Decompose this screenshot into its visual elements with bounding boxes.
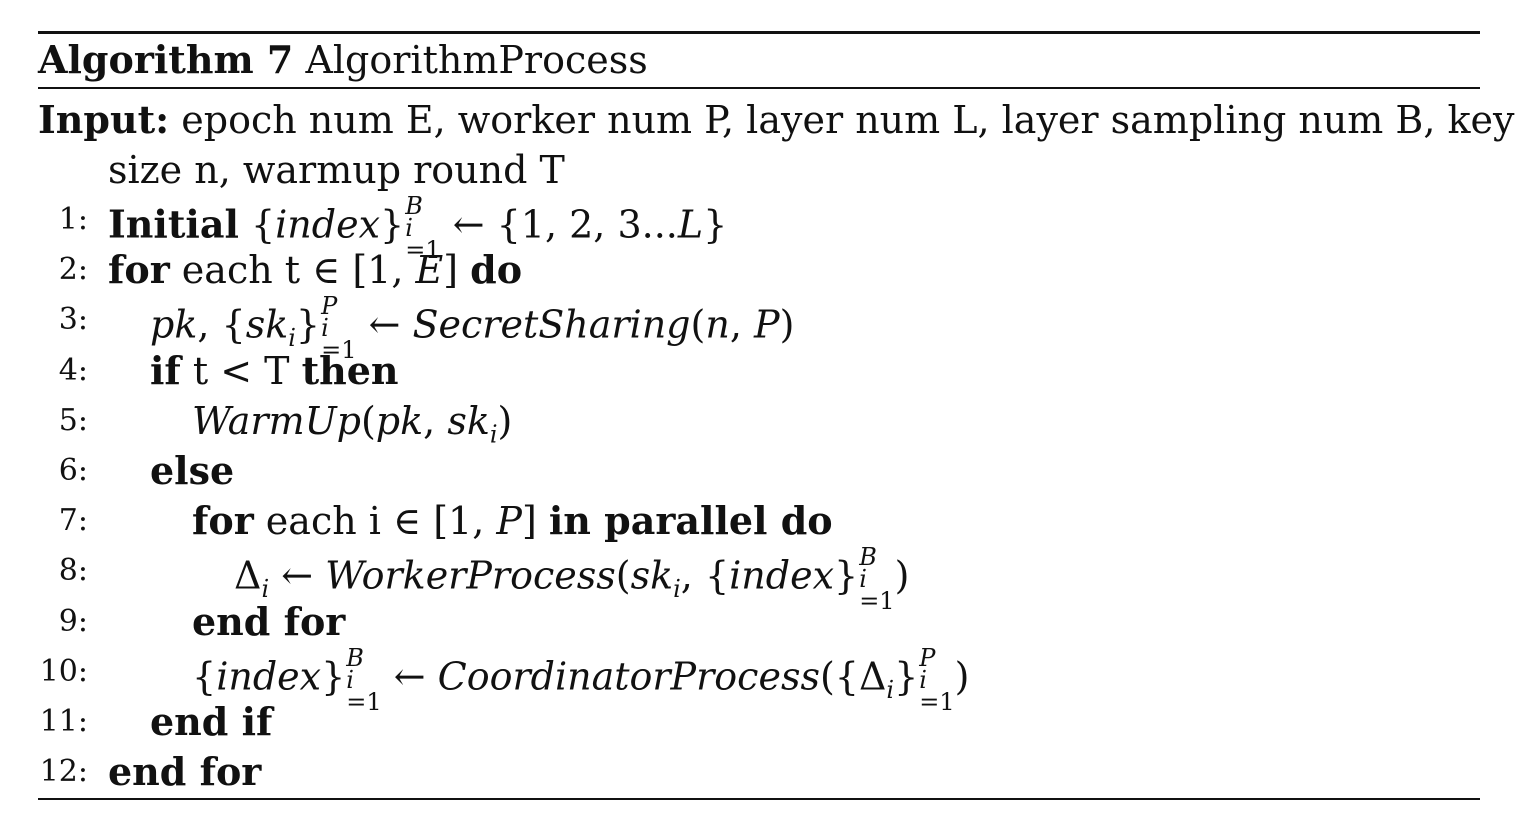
step-code: for each t ∈ [1, E] do	[108, 247, 523, 293]
step-code: end for	[108, 749, 262, 795]
step-9: 9: end for	[0, 597, 1519, 647]
step-7: 7: for each i ∈ [1, P] in parallel do	[0, 496, 1519, 546]
step-4: 4: if t < T then	[0, 346, 1519, 396]
input-line-2: size n, warmup round T	[38, 145, 1480, 195]
step-number: 4:	[58, 352, 88, 388]
step-code: end for	[192, 598, 346, 644]
step-number: 6:	[58, 452, 88, 488]
step-11: 11: end if	[0, 697, 1519, 747]
step-number: 1:	[58, 202, 88, 237]
step-6: 6: else	[0, 446, 1519, 496]
step-number: 5:	[58, 402, 88, 438]
step-number: 10:	[39, 653, 88, 689]
step-code: WarmUp(pk, ski)	[192, 398, 513, 449]
caption-rule	[38, 87, 1480, 89]
step-number: 12:	[39, 754, 88, 790]
step-number: 8:	[58, 553, 88, 589]
step-number: 7:	[58, 503, 88, 539]
algorithm-title: AlgorithmProcess	[305, 38, 648, 82]
bottom-rule	[38, 798, 1480, 800]
step-12: 12: end for	[0, 747, 1519, 797]
input-text-1: epoch num E, worker num P, layer num L, …	[181, 98, 1515, 142]
input-label: Input:	[38, 97, 170, 142]
algorithm-label: Algorithm 7	[38, 37, 294, 82]
step-code: if t < T then	[150, 347, 399, 393]
step-number: 9:	[58, 603, 88, 639]
step-2: 2: for each t ∈ [1, E] do	[0, 245, 1519, 295]
step-code: else	[150, 447, 235, 493]
algorithm-caption: Algorithm 7 AlgorithmProcess	[38, 37, 648, 83]
step-code: for each i ∈ [1, P] in parallel do	[192, 498, 833, 544]
step-number: 11:	[39, 703, 88, 739]
input-text-2: size n, warmup round T	[108, 148, 565, 192]
input-line-1: Input: epoch num E, worker num P, layer …	[38, 95, 1514, 145]
step-number: 3:	[58, 302, 88, 338]
step-5: 5: WarmUp(pk, ski)	[0, 396, 1519, 449]
top-rule	[38, 31, 1480, 34]
step-number: 2:	[58, 252, 88, 288]
input-block: Input: epoch num E, worker num P, layer …	[38, 95, 1514, 195]
step-code: end if	[150, 698, 273, 744]
